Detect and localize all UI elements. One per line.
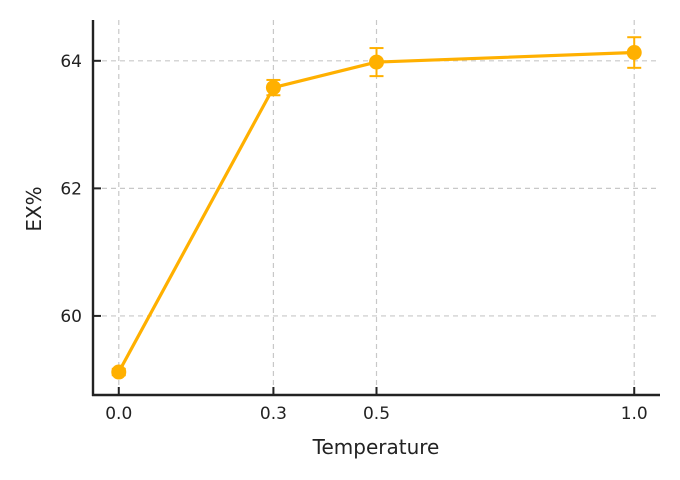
- x-tick-label: 0.3: [260, 404, 287, 424]
- data-point-marker: [265, 80, 281, 96]
- y-axis-label: EX%: [22, 186, 46, 231]
- y-tick-label: 62: [60, 179, 82, 199]
- x-tick-label: 1.0: [621, 404, 648, 424]
- x-tick-label: 0.5: [363, 404, 390, 424]
- x-axis-ticks: 0.0 0.3 0.5 1.0: [105, 387, 648, 424]
- data-point-marker: [626, 45, 642, 61]
- y-axis-ticks: 60 62 64: [60, 52, 101, 327]
- y-tick-label: 64: [60, 52, 82, 72]
- data-series: [111, 36, 642, 380]
- x-tick-label: 0.0: [105, 404, 132, 424]
- data-point-marker: [369, 54, 384, 70]
- y-tick-label: 60: [60, 307, 82, 327]
- x-axis-label: Temperature: [312, 435, 440, 459]
- data-point-marker: [111, 364, 127, 380]
- series-line: [117, 50, 635, 373]
